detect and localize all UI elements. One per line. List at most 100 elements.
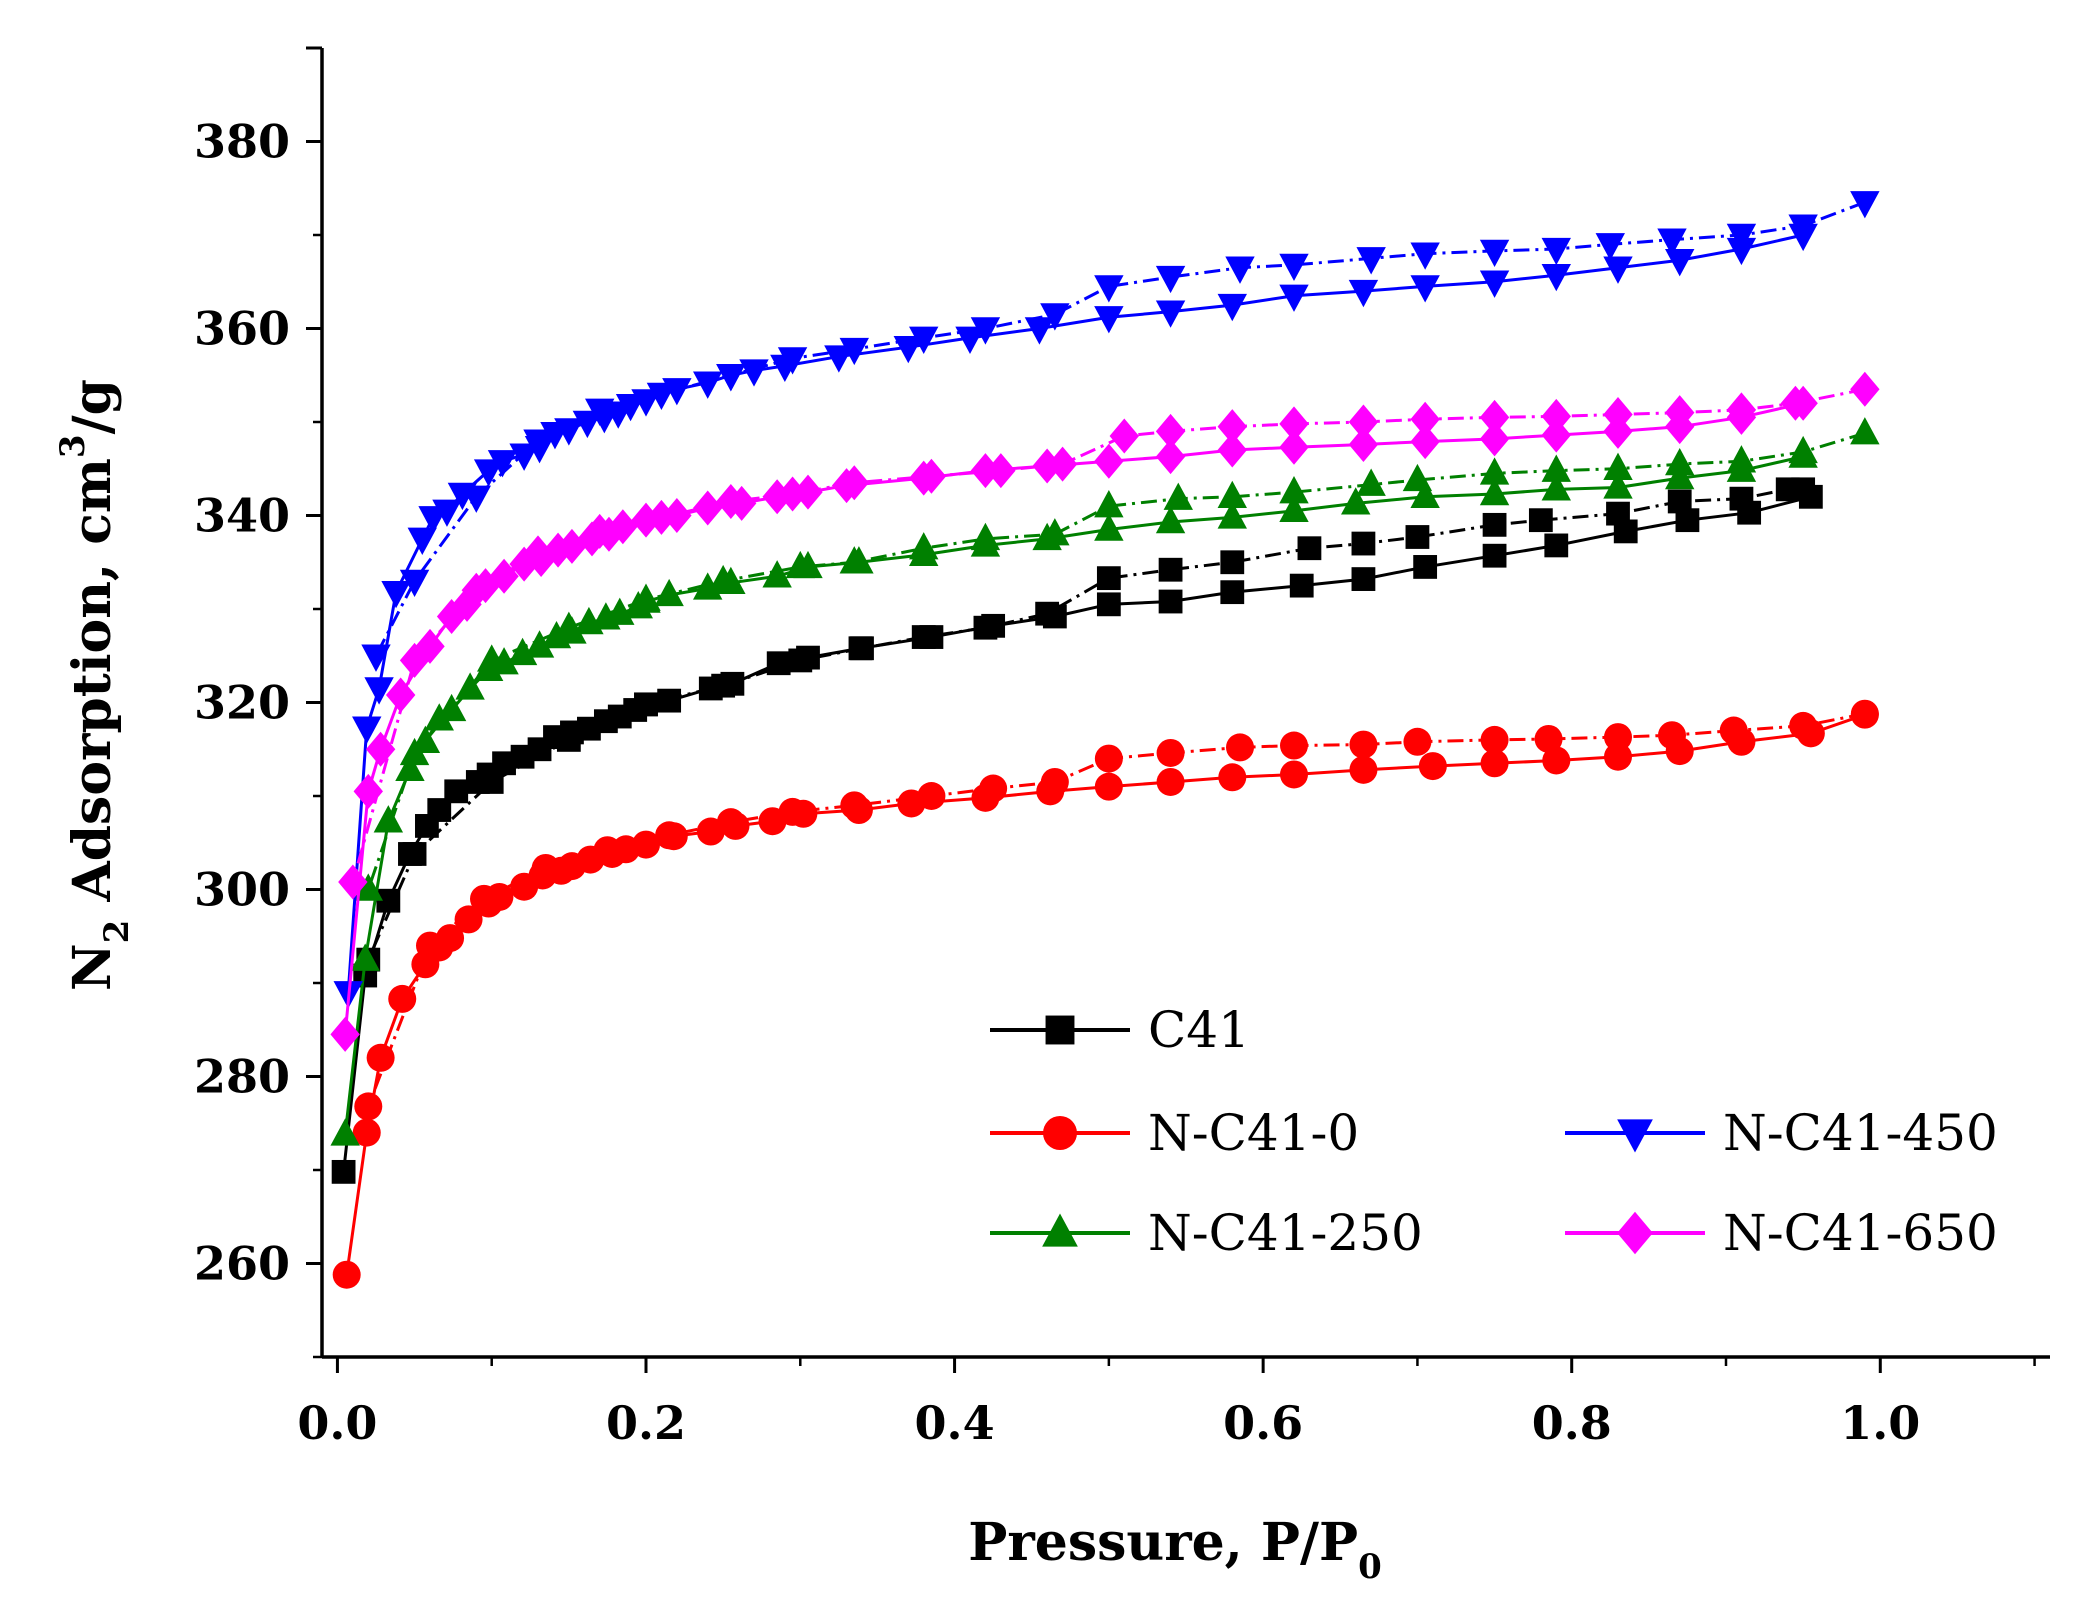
data-point-square — [1482, 512, 1507, 537]
data-point-square — [911, 625, 936, 649]
data-point-triangle-up — [631, 583, 661, 611]
axes: 260 280 300 320 340 360 380 0.0 0.2 0.4 0.6 0.8 1.0 — [194, 46, 2050, 1450]
data-point-diamond — [916, 458, 947, 494]
data-point-triangle-down — [1850, 191, 1880, 219]
data-point-triangle-up — [1279, 494, 1309, 523]
data-point-circle — [1719, 716, 1748, 745]
data-point-triangle-down — [1225, 256, 1255, 284]
data-point-circle — [1043, 1116, 1077, 1150]
data-point-triangle-up — [1217, 480, 1247, 508]
data-point-diamond — [1047, 446, 1078, 482]
data-point-diamond — [1603, 397, 1633, 433]
data-point-triangle-down — [646, 382, 677, 411]
data-point-circle — [1850, 699, 1879, 728]
legend-label: C41 — [1148, 1001, 1250, 1059]
y-tick-label: 320 — [194, 676, 290, 730]
data-point-triangle-down — [1665, 249, 1695, 277]
data-point-diamond — [1617, 1211, 1653, 1255]
data-point-square — [1405, 525, 1430, 549]
data-point-circle — [354, 1092, 383, 1121]
data-point-square — [1096, 592, 1121, 617]
y-tick-label: 380 — [194, 115, 290, 169]
data-point-diamond — [1348, 404, 1379, 440]
legend-label: N-C41-450 — [1723, 1104, 1998, 1162]
legend-label: N-C41-0 — [1148, 1104, 1359, 1162]
data-point-triangle-up — [1356, 468, 1386, 496]
legend-item-n-c41-0: N-C41-0 — [990, 1104, 1359, 1162]
data-point-circle — [1226, 733, 1254, 762]
data-point-square — [1544, 533, 1569, 558]
data-point-triangle-up — [1094, 513, 1124, 541]
x-axis-title: Pressure, P/P0 — [968, 1512, 1382, 1587]
data-point-triangle-up — [1850, 417, 1880, 445]
y-tick-label: 340 — [194, 489, 290, 543]
data-point-triangle-down — [1617, 1119, 1653, 1153]
x-tick-label: 0.0 — [297, 1396, 377, 1450]
data-point-triangle-up — [373, 805, 404, 833]
data-point-diamond — [1850, 371, 1880, 407]
x-tick-label: 0.4 — [915, 1396, 995, 1450]
data-point-triangle-up — [1541, 473, 1571, 501]
data-point-triangle-down — [487, 450, 518, 478]
data-point-circle — [1280, 731, 1308, 760]
series-c41 — [331, 477, 1823, 1184]
data-point-triangle-down — [1155, 265, 1186, 294]
data-point-triangle-down — [1657, 228, 1687, 256]
data-point-triangle-up — [1094, 490, 1124, 518]
data-point-circle — [416, 931, 444, 960]
data-point-triangle-down — [352, 716, 382, 744]
data-point-circle — [366, 1043, 395, 1072]
data-point-triangle-down — [1541, 237, 1571, 266]
series-layer — [330, 191, 1880, 1289]
data-point-circle — [1604, 723, 1632, 752]
desorption-line — [366, 712, 1866, 1107]
data-point-diamond — [385, 677, 416, 713]
data-point-triangle-down — [909, 326, 939, 354]
data-point-diamond — [1541, 398, 1571, 434]
data-point-diamond — [1780, 385, 1811, 421]
data-point-triangle-up — [1279, 476, 1309, 504]
data-point-triangle-down — [1356, 247, 1386, 275]
data-point-square — [1297, 536, 1322, 561]
data-point-square — [1675, 508, 1700, 533]
data-point-diamond — [1217, 432, 1247, 468]
data-point-diamond — [585, 513, 615, 549]
data-point-triangle-down — [572, 410, 603, 439]
data-point-circle — [1094, 772, 1123, 801]
data-point-diamond — [970, 453, 1001, 489]
data-point-triangle-down — [777, 347, 808, 375]
y-axis-title-main: Adsorption, cm — [62, 458, 123, 920]
data-point-diamond — [461, 572, 491, 608]
data-point-square — [1606, 501, 1630, 526]
data-point-square — [1158, 557, 1183, 582]
data-point-square — [1220, 550, 1245, 575]
data-point-square — [657, 688, 682, 713]
data-point-diamond — [509, 546, 539, 582]
data-point-triangle-up — [524, 630, 555, 658]
data-point-triangle-down — [361, 644, 391, 672]
data-point-circle — [531, 853, 560, 882]
y-axis-title-unit: /g — [62, 379, 123, 434]
data-point-square — [1729, 486, 1754, 511]
data-point-square — [1220, 580, 1245, 605]
data-point-triangle-up — [785, 550, 815, 579]
desorption-line — [366, 431, 1866, 890]
data-point-triangle-up — [395, 753, 425, 782]
data-point-diamond — [1541, 417, 1571, 453]
data-point-triangle-down — [955, 326, 985, 354]
data-point-triangle-down — [399, 569, 430, 598]
series-n-c41-250 — [330, 417, 1880, 1146]
data-point-circle — [778, 797, 807, 826]
data-point-triangle-up — [970, 522, 1001, 551]
x-axis-title-subscript: 0 — [1358, 1547, 1382, 1587]
data-point-circle — [1349, 755, 1378, 784]
data-point-triangle-down — [716, 364, 746, 392]
data-point-triangle-down — [407, 527, 437, 555]
data-point-circle — [917, 782, 946, 810]
data-point-square — [788, 648, 813, 673]
data-point-triangle-up — [708, 564, 738, 593]
data-point-diamond — [986, 453, 1016, 489]
data-point-triangle-down — [432, 499, 462, 527]
legend: C41 N-C41-0 N-C41-450 N-C41-250 N-C41-650 — [990, 1001, 1998, 1262]
data-point-triangle-down — [1217, 293, 1247, 322]
